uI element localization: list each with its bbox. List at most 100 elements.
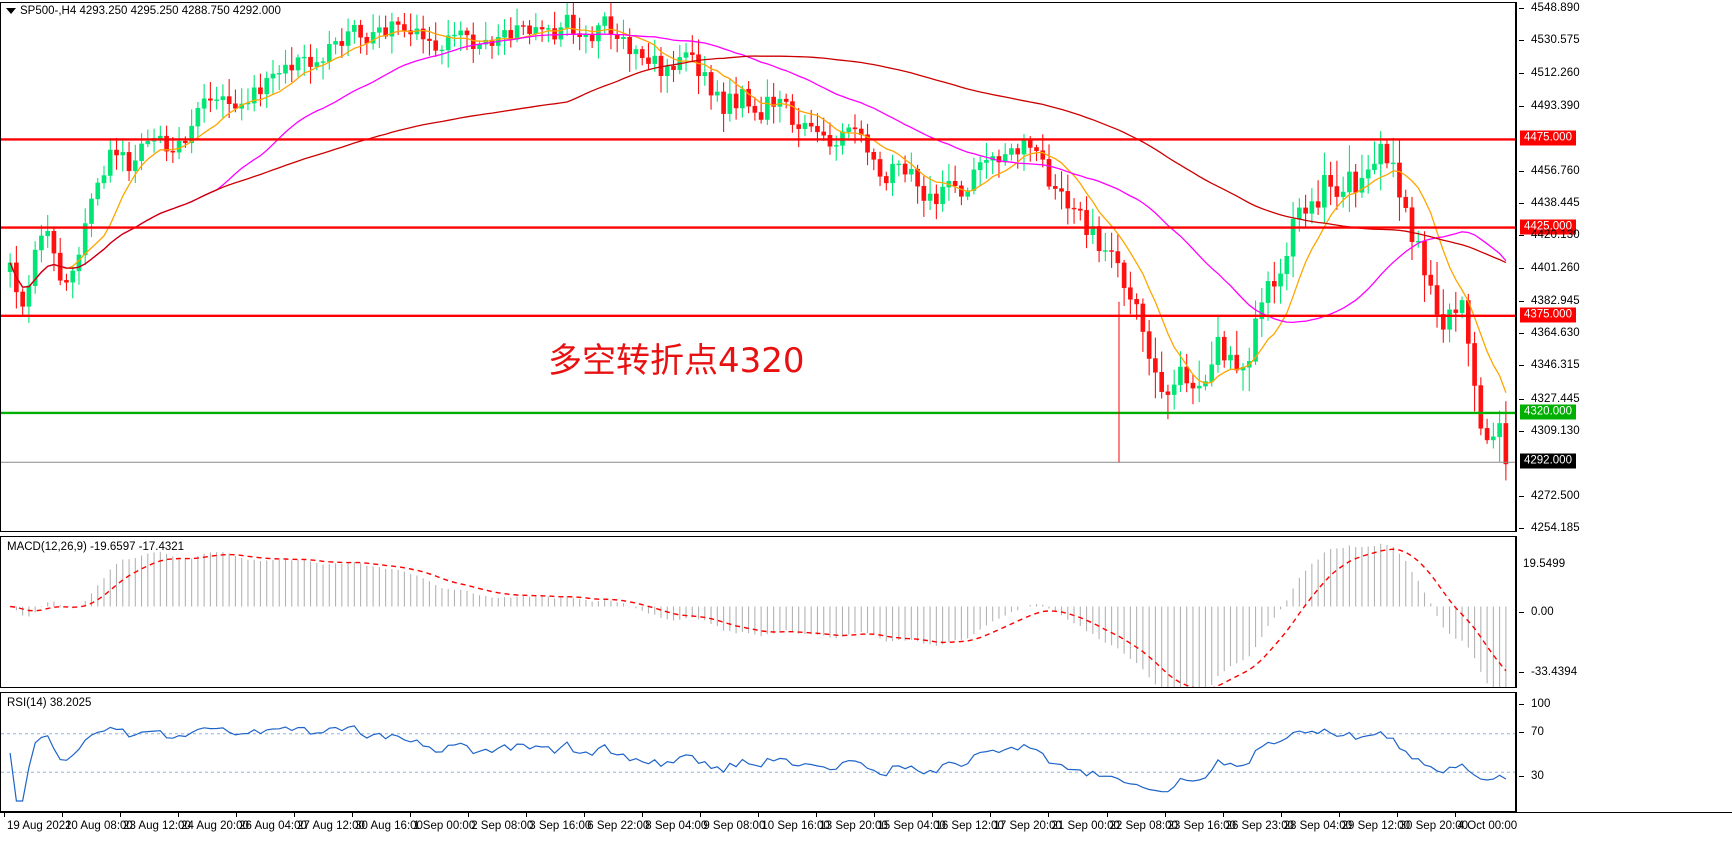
price-axis[interactable]: 4548.890 4530.575 4512.260 4493.390 4475.000… (1516, 2, 1732, 534)
price-axis-label: 4420.130 (1531, 229, 1580, 242)
price-axis-tick (1519, 365, 1524, 367)
time-axis-label: 23 Sep 16:00 (1167, 820, 1236, 832)
price-axis-tick (1519, 333, 1524, 335)
time-axis-label: 26 Sep 23:00 (1225, 820, 1294, 832)
chart-title: SP500-,H4 4293.250 4295.250 4288.750 429… (20, 5, 281, 17)
time-axis-tick (468, 813, 470, 817)
price-chart-panel[interactable] (0, 2, 1516, 532)
price-axis-label: 4382.945 (1531, 294, 1580, 307)
price-axis-label: 4309.130 (1531, 425, 1580, 438)
time-axis-label: 23 Aug 12:00 (123, 820, 191, 832)
time-axis-label: 21 Sep 00:00 (1051, 820, 1120, 832)
time-axis-label: 22 Sep 08:00 (1109, 820, 1178, 832)
price-axis-tick (1519, 268, 1524, 270)
time-axis-tick (1338, 813, 1340, 817)
time-axis-label: 16 Sep 12:00 (935, 820, 1004, 832)
time-axis-tick (410, 813, 412, 817)
time-axis-tick (1280, 813, 1282, 817)
time-axis-tick (1106, 813, 1108, 817)
price-axis-tick (1519, 495, 1524, 497)
time-axis-tick (1048, 813, 1050, 817)
price-axis-tick (1519, 8, 1524, 9)
time-axis-tick (816, 813, 818, 817)
macd-axis-label: 0.00 (1531, 606, 1554, 618)
price-axis-label: 4493.390 (1531, 99, 1580, 112)
time-axis-label: 17 Sep 20:00 (993, 820, 1062, 832)
time-axis-label: 20 Aug 08:00 (65, 820, 133, 832)
price-axis-badge-4425-000: 4425.000 (1520, 219, 1576, 235)
price-axis-label: 4548.890 (1531, 2, 1580, 14)
time-axis-tick (62, 813, 64, 817)
price-axis-label: 4530.575 (1531, 34, 1580, 47)
time-axis-tick (1222, 813, 1224, 817)
time-axis-tick (1454, 813, 1456, 817)
time-axis-label: 30 Aug 16:00 (355, 820, 423, 832)
time-axis-tick (178, 813, 180, 817)
macd-panel[interactable]: MACD(12,26,9) -19.6597 -17.4321 (0, 536, 1516, 688)
time-axis-tick (758, 813, 760, 817)
rsi-axis-tick (1519, 704, 1524, 705)
price-axis-tick (1519, 398, 1524, 400)
time-axis-label: 10 Sep 16:00 (761, 820, 830, 832)
time-axis-label: 1 Sep 00:00 (413, 820, 476, 832)
time-axis[interactable]: 19 Aug 2021 20 Aug 08:00 23 Aug 12:00 24 Au… (0, 812, 1732, 843)
price-axis-tick (1519, 170, 1524, 172)
rsi-panel[interactable]: RSI(14) 38.2025 (0, 692, 1516, 812)
chart-annotation: 多空转折点4320 (548, 341, 805, 381)
rsi-axis-label: 70 (1531, 726, 1544, 738)
time-axis-label: 2 Sep 08:00 (471, 820, 534, 832)
rsi-axis[interactable]: 100 70 30 (1516, 692, 1732, 812)
price-chart-canvas (1, 3, 1515, 481)
price-axis-label: 4512.260 (1531, 66, 1580, 79)
time-axis-tick (932, 813, 934, 817)
triangle-down-icon[interactable] (6, 8, 16, 14)
time-axis-tick (1164, 813, 1166, 817)
time-axis-tick (874, 813, 876, 817)
time-axis-label: 19 Aug 2021 (7, 820, 72, 832)
time-axis-label: 28 Sep 04:00 (1283, 820, 1353, 832)
time-axis-tick (584, 813, 586, 817)
macd-axis-tick (1519, 672, 1524, 673)
rsi-label: RSI(14) 38.2025 (7, 697, 92, 709)
price-axis-label: 4327.445 (1531, 392, 1580, 405)
price-axis-tick (1519, 72, 1524, 74)
time-axis-tick (990, 813, 992, 817)
time-axis-tick (700, 813, 702, 817)
price-axis-tick (1519, 235, 1524, 237)
price-axis-badge-4475-000: 4475.000 (1520, 130, 1576, 146)
time-axis-label: 6 Sep 22:00 (587, 820, 650, 832)
rsi-canvas (1, 725, 1515, 802)
time-axis-label: 24 Aug 20:00 (181, 820, 249, 832)
time-axis-label: 3 Sep 16:00 (529, 820, 592, 832)
price-axis-label: 4364.630 (1531, 327, 1580, 340)
macd-axis-label: 19.5499 (1523, 558, 1566, 570)
price-axis-badge-4292-000: 4292.000 (1520, 453, 1576, 469)
price-axis-tick (1519, 202, 1524, 204)
rsi-axis-tick (1519, 732, 1524, 733)
macd-axis[interactable]: 19.5499 0.00 -33.4394 (1516, 536, 1732, 688)
macd-canvas (10, 543, 1507, 687)
rsi-axis-label: 100 (1531, 698, 1551, 710)
macd-label: MACD(12,26,9) -19.6597 -17.4321 (7, 541, 185, 553)
price-axis-label: 4254.185 (1531, 522, 1580, 534)
time-axis-label: 4 Oct 00:00 (1457, 820, 1518, 832)
time-axis-tick (352, 813, 354, 817)
price-axis-tick (1519, 40, 1524, 42)
time-axis-tick (294, 813, 296, 817)
price-axis-label: 4272.500 (1531, 489, 1580, 502)
time-axis-tick (236, 813, 238, 817)
time-axis-tick (120, 813, 122, 817)
time-axis-label: 30 Sep 20:00 (1399, 820, 1469, 832)
time-axis-tick (526, 813, 528, 817)
price-axis-tick (1519, 300, 1524, 302)
time-axis-label: 13 Sep 20:00 (819, 820, 888, 832)
price-axis-tick (1519, 431, 1524, 433)
time-axis-tick (4, 813, 5, 817)
time-axis-label: 29 Sep 12:00 (1341, 820, 1411, 832)
price-axis-label: 4438.445 (1531, 196, 1580, 209)
time-axis-label: 27 Aug 12:00 (297, 820, 365, 832)
price-axis-label: 4456.760 (1531, 164, 1580, 177)
price-axis-badge-4375-000: 4375.000 (1520, 307, 1576, 323)
time-axis-label: 8 Sep 04:00 (645, 820, 708, 832)
